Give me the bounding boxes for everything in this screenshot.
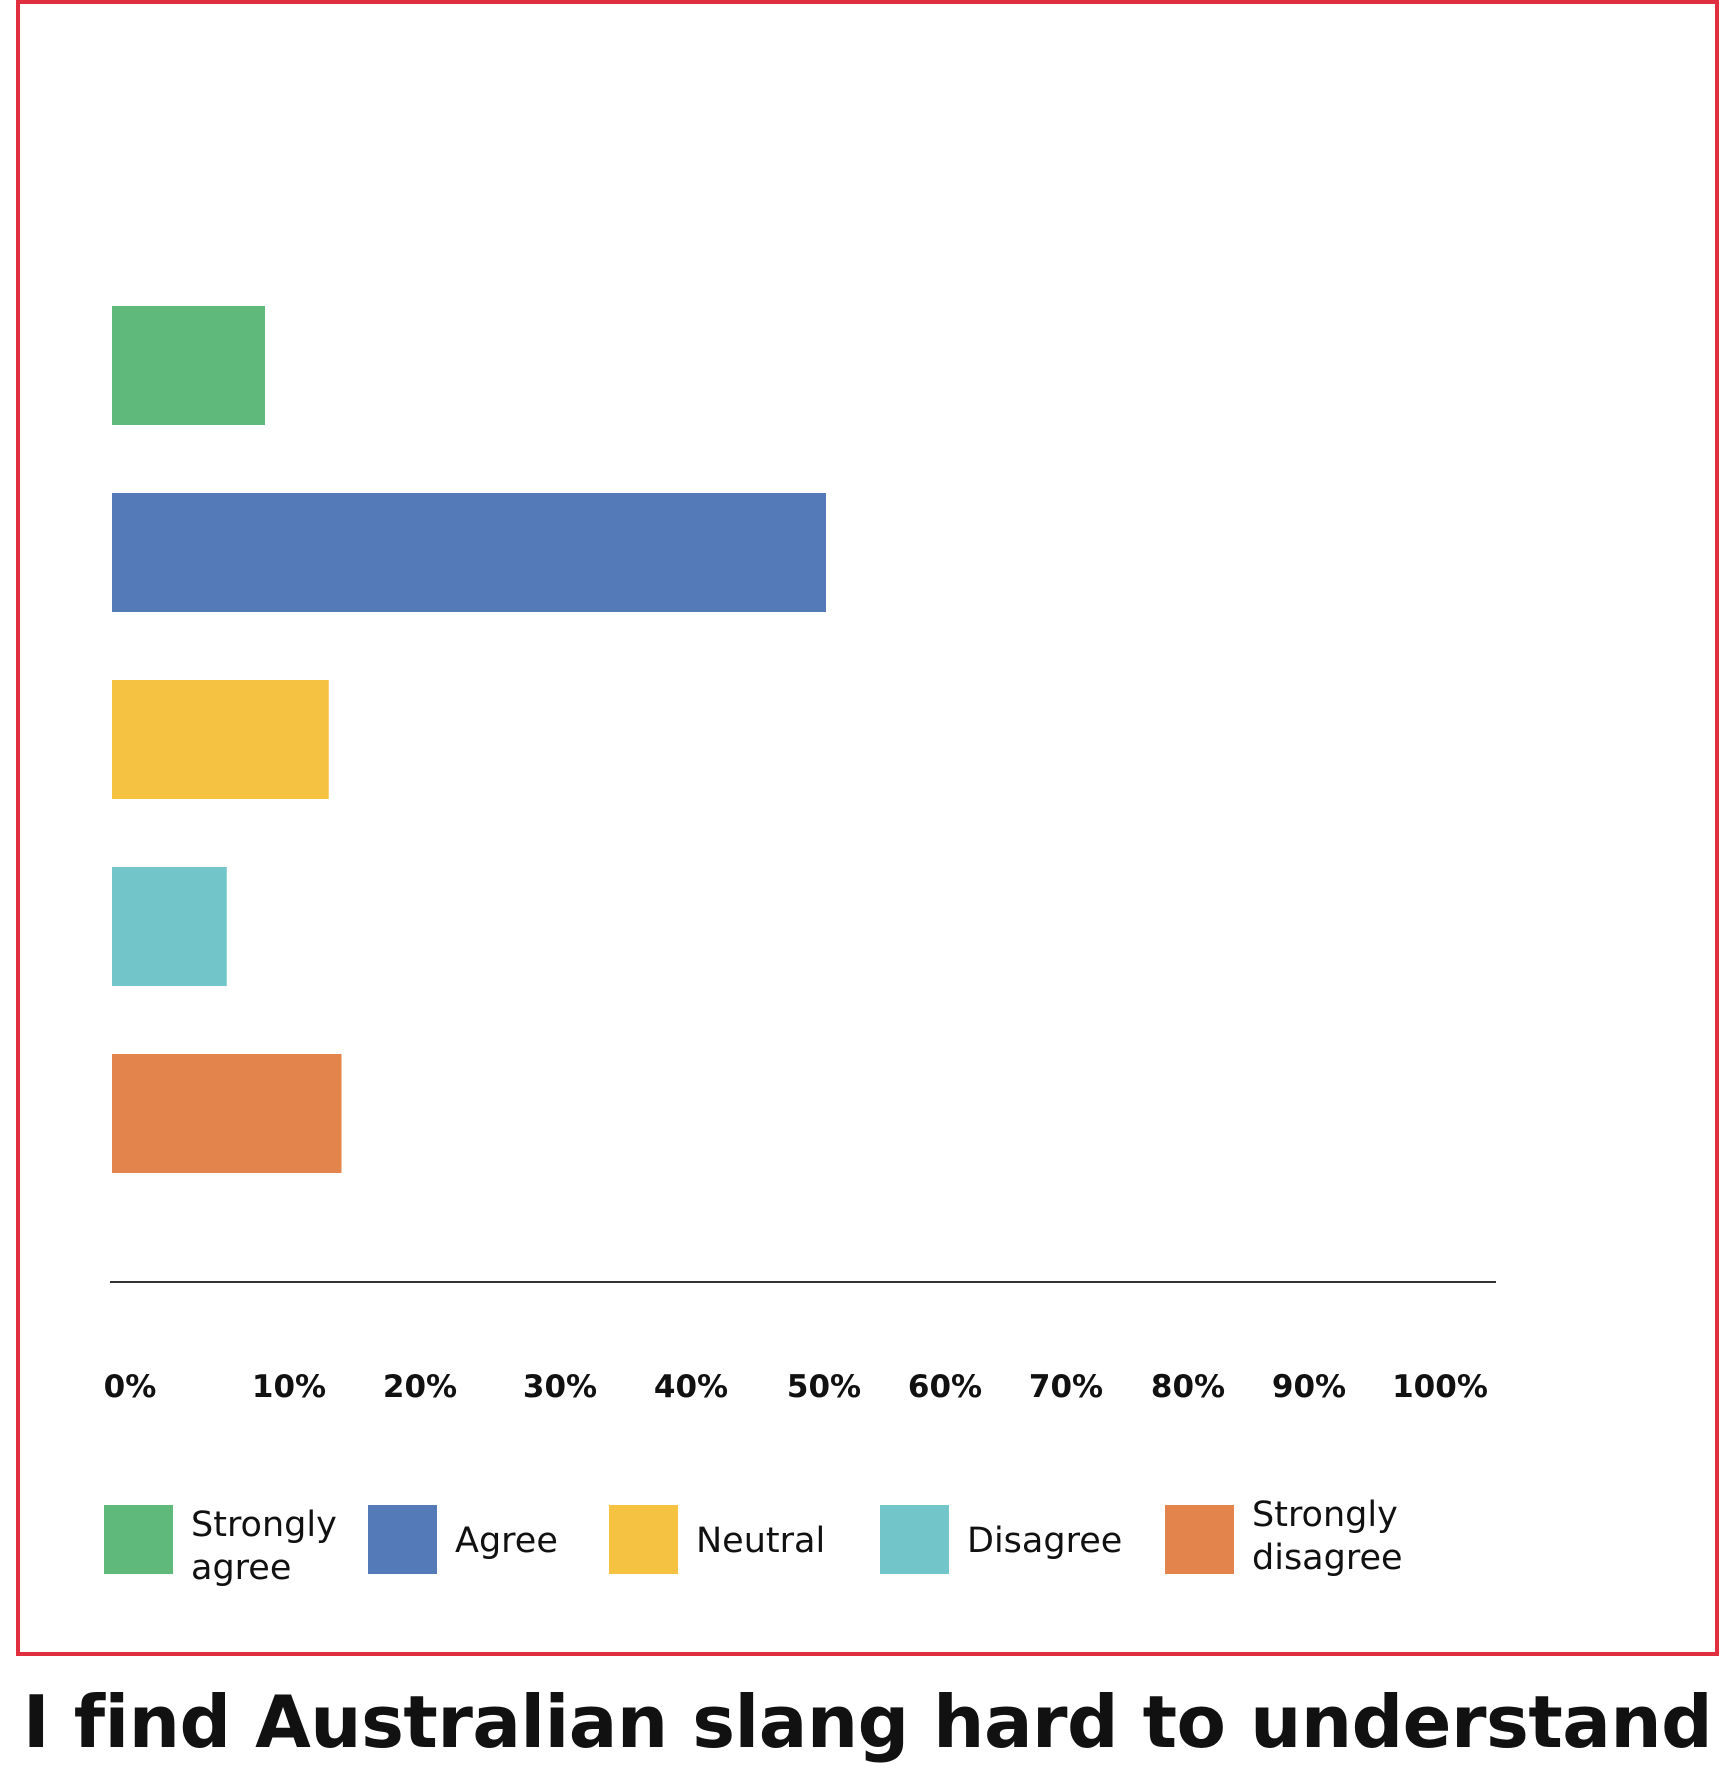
x-tick-label: 20% [383, 1369, 457, 1405]
legend-label: Neutral [696, 1521, 825, 1561]
bar-neutral [112, 680, 329, 799]
legend-label-line2: disagree [1252, 1538, 1403, 1578]
bar-strongly-disagree [112, 1054, 342, 1173]
x-tick-label: 0% [104, 1369, 157, 1405]
legend-label-line2: agree [191, 1548, 291, 1588]
chart-frame [16, 0, 1719, 1656]
x-tick-label: 30% [523, 1369, 597, 1405]
legend-swatch-5 [1165, 1505, 1234, 1574]
x-tick-label: 60% [908, 1369, 982, 1405]
x-tick-label: 80% [1151, 1369, 1225, 1405]
x-tick-labels: 0% 10% 20% 30% 40% 50% 60% 70% 80% 90% 100% [104, 1369, 1488, 1405]
legend-swatch-1 [104, 1505, 173, 1574]
x-tick-label: 50% [787, 1369, 861, 1405]
x-tick-label: 70% [1029, 1369, 1103, 1405]
bars-group [112, 306, 826, 1173]
legend-label-line1: Strongly [191, 1505, 337, 1545]
bar-agree [112, 493, 826, 612]
legend-label: Agree [455, 1521, 558, 1561]
x-tick-label: 40% [654, 1369, 728, 1405]
legend-label: Disagree [967, 1521, 1122, 1561]
legend-swatch-2 [368, 1505, 437, 1574]
x-tick-label: 100% [1392, 1369, 1488, 1405]
legend-label-line1: Strongly [1252, 1495, 1398, 1535]
chart-title: I find Australian slang hard to understa… [22, 1680, 1713, 1764]
bar-chart: 0% 10% 20% 30% 40% 50% 60% 70% 80% 90% 100% Strong… [104, 306, 1496, 1588]
x-tick-label: 10% [252, 1369, 326, 1405]
x-tick-label: 90% [1272, 1369, 1346, 1405]
bar-disagree [112, 867, 227, 986]
bar-strongly-agree [112, 306, 265, 425]
legend-swatch-3 [609, 1505, 678, 1574]
legend-swatch-4 [880, 1505, 949, 1574]
